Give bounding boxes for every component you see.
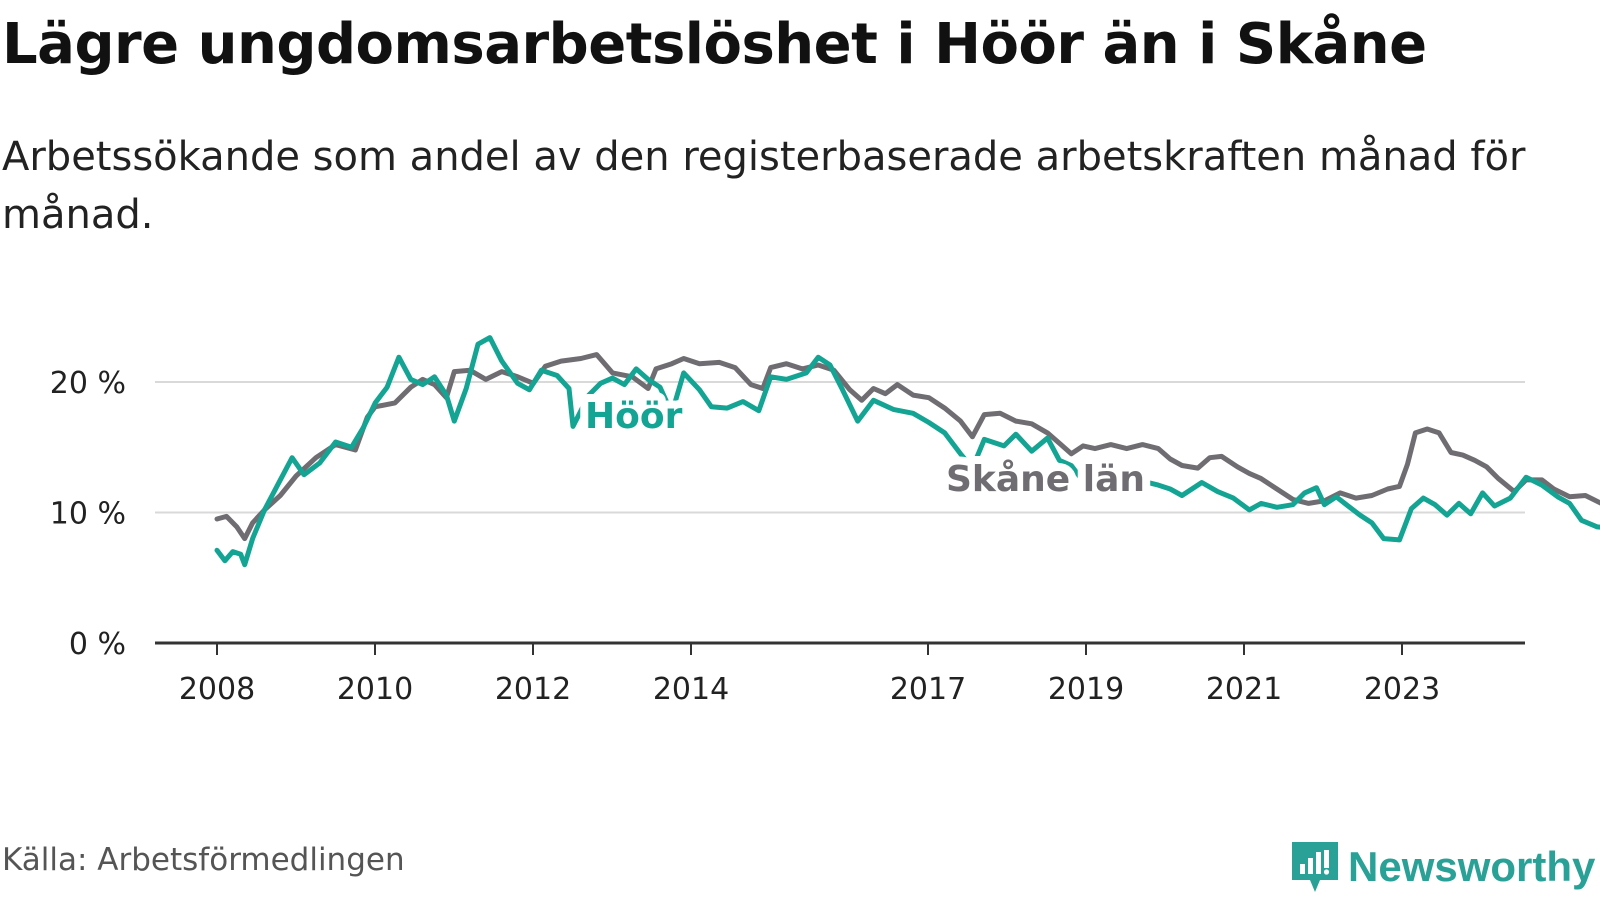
source-note: Källa: Arbetsförmedlingen <box>2 842 405 878</box>
line-chart: 0 % 10 % 20 % 2008 2010 2012 2014 2017 2019 2021 2… <box>50 335 1600 707</box>
x-tick-label: 2010 <box>337 672 413 707</box>
x-tick-label: 2021 <box>1206 672 1282 707</box>
x-tick-label: 2014 <box>653 672 729 707</box>
newsworthy-logo-icon <box>1292 842 1338 892</box>
hoor-series-line <box>214 335 1600 568</box>
skane-series-label: Skåne län <box>946 459 1145 500</box>
chart-subtitle: Arbetssökande som andel av den registerb… <box>2 134 1526 238</box>
newsworthy-logo: Newsworthy <box>1290 840 1595 894</box>
x-tick-label: 2019 <box>1048 672 1124 707</box>
y-tick-label: 20 % <box>50 366 126 401</box>
x-tick-label: 2008 <box>179 672 255 707</box>
x-tick-label: 2012 <box>495 672 571 707</box>
page-title: Lägre ungdomsarbetslöshet i Höör än i Sk… <box>2 12 1427 77</box>
hoor-series-label: Höör <box>585 396 683 437</box>
x-tick-label: 2023 <box>1364 672 1440 707</box>
y-tick-label: 10 % <box>50 497 126 532</box>
y-tick-label: 0 % <box>69 627 126 662</box>
brand-name: Newsworthy <box>1348 843 1596 890</box>
x-tick-label: 2017 <box>890 672 966 707</box>
